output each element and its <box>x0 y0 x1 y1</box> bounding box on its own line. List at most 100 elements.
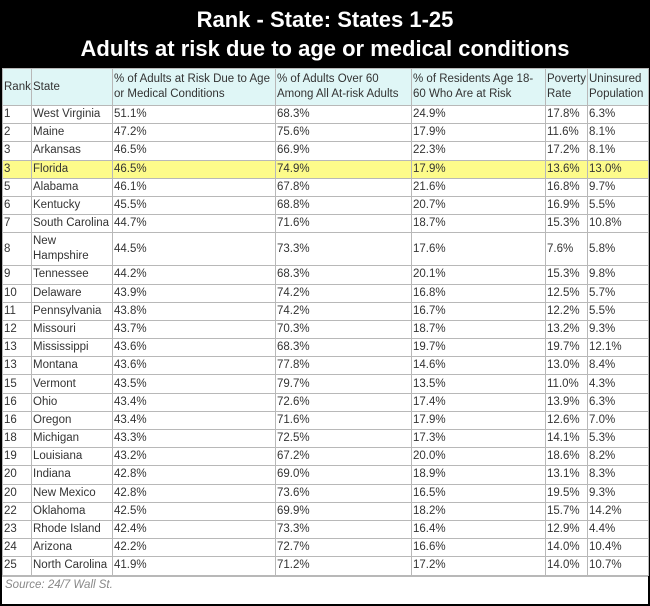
table-cell: 44.2% <box>112 265 276 285</box>
source-note: Source: 24/7 Wall St. <box>2 575 648 593</box>
column-header: Rank <box>2 68 32 106</box>
table-cell: 10.4% <box>587 538 649 558</box>
table-cell: 42.2% <box>112 538 276 558</box>
table-cell: Delaware <box>31 283 113 303</box>
title-line: Rank - State: States 1-25 <box>196 7 454 32</box>
table-row: 12 Missouri 43.7% 70.3% 18.7% 13.2% 9.3% <box>2 319 649 340</box>
table-cell: Mississippi <box>31 338 113 358</box>
table-cell: 43.4% <box>112 392 276 412</box>
table-cell: 20.7% <box>411 195 546 216</box>
table-cell: 72.5% <box>275 428 412 449</box>
table-cell: 14.0% <box>545 538 588 558</box>
table-cell: 13.1% <box>545 465 588 485</box>
table-cell: 20 <box>2 483 32 503</box>
table-cell: 15.3% <box>545 265 588 285</box>
table-cell: Alabama <box>31 177 113 197</box>
table-cell: 8.4% <box>587 356 649 376</box>
table-cell: 20.1% <box>411 265 546 285</box>
table-cell: 9.8% <box>587 265 649 285</box>
table-panel: Rank State% of Adults at Risk Due to Age … <box>2 68 649 604</box>
table-cell: 71.2% <box>275 556 412 576</box>
table-cell: New Mexico <box>31 483 113 503</box>
table-cell: North Carolina <box>31 556 113 576</box>
table-row: 20 Indiana 42.8% 69.0% 18.9% 13.1% 8.3% <box>2 465 649 485</box>
table-cell: 10.8% <box>587 214 649 234</box>
table-cell: 6.3% <box>587 104 649 125</box>
table-row: 23 Rhode Island 42.4% 73.3% 16.4% 12.9% 4.4% <box>2 519 649 540</box>
table-cell: Arkansas <box>31 141 113 161</box>
table-cell: 70.3% <box>275 319 412 340</box>
table-cell: 2 <box>2 123 32 143</box>
table-cell: 16.8% <box>545 177 588 197</box>
table-cell: 15.7% <box>545 501 588 521</box>
table-cell: 68.3% <box>275 338 412 358</box>
table-cell: 41.9% <box>112 556 276 576</box>
table-cell: 43.7% <box>112 319 276 340</box>
table-cell: 8.2% <box>587 447 649 467</box>
table-cell: 73.3% <box>275 519 412 540</box>
table-cell: 16 <box>2 410 32 431</box>
table-cell: 9.3% <box>587 483 649 503</box>
table-cell: 13.6% <box>545 159 588 179</box>
table-cell: 16.5% <box>411 483 546 503</box>
table-cell: 13.2% <box>545 319 588 340</box>
table-cell: 17.2% <box>545 141 588 161</box>
table-cell: 74.2% <box>275 283 412 303</box>
table-cell: 13.0% <box>587 159 649 179</box>
table-row: 19 Louisiana 43.2% 67.2% 20.0% 18.6% 8.2% <box>2 447 649 467</box>
table-cell: 68.3% <box>275 104 412 125</box>
table-cell: 43.6% <box>112 356 276 376</box>
table-cell: 73.6% <box>275 483 412 503</box>
table-cell: 18.6% <box>545 447 588 467</box>
table-cell: 75.6% <box>275 123 412 143</box>
table-cell: 73.3% <box>275 232 412 267</box>
table-cell: 46.5% <box>112 141 276 161</box>
table-cell: 3 <box>2 159 32 179</box>
table-cell: 6.3% <box>587 392 649 412</box>
table-cell: Indiana <box>31 465 113 485</box>
table-cell: 5.3% <box>587 428 649 449</box>
table-cell: 12 <box>2 319 32 340</box>
table-cell: 13 <box>2 356 32 376</box>
table-cell: 69.9% <box>275 501 412 521</box>
table-cell: 15 <box>2 374 32 394</box>
data-table: Rank State% of Adults at Risk Due to Age … <box>2 68 649 576</box>
table-cell: 13.9% <box>545 392 588 412</box>
table-cell: Maine <box>31 123 113 143</box>
table-cell: 42.8% <box>112 483 276 503</box>
table-cell: 5.7% <box>587 283 649 303</box>
table-cell: 20.0% <box>411 447 546 467</box>
table-cell: 13.0% <box>545 356 588 376</box>
table-cell: 24 <box>2 538 32 558</box>
table-cell: 9.7% <box>587 177 649 197</box>
table-cell: 16.6% <box>411 538 546 558</box>
table-cell: 1 <box>2 104 32 125</box>
table-cell: 43.3% <box>112 428 276 449</box>
table-cell: 16.7% <box>411 301 546 321</box>
table-cell: 67.2% <box>275 447 412 467</box>
table-cell: 7.0% <box>587 410 649 431</box>
table-cell: 43.4% <box>112 410 276 431</box>
table-cell: 23 <box>2 519 32 540</box>
table-cell: 42.8% <box>112 465 276 485</box>
table-cell: 44.5% <box>112 232 276 267</box>
table-cell: 11 <box>2 301 32 321</box>
table-cell: 46.5% <box>112 159 276 179</box>
table-cell: 69.0% <box>275 465 412 485</box>
table-row: 22 Oklahoma 42.5% 69.9% 18.2% 15.7% 14.2% <box>2 501 649 521</box>
table-cell: 6 <box>2 195 32 216</box>
table-row: 24 Arizona 42.2% 72.7% 16.6% 14.0% 10.4% <box>2 538 649 558</box>
table-cell: Vermont <box>31 374 113 394</box>
table-cell: 11.0% <box>545 374 588 394</box>
table-cell: 16.4% <box>411 519 546 540</box>
table-cell: West Virginia <box>31 104 113 125</box>
table-cell: 17.2% <box>411 556 546 576</box>
table-cell: 74.2% <box>275 301 412 321</box>
table-cell: 17.4% <box>411 392 546 412</box>
table-cell: 68.8% <box>275 195 412 216</box>
table-cell: New Hampshire <box>31 232 113 267</box>
table-cell: Michigan <box>31 428 113 449</box>
table-cell: 25 <box>2 556 32 576</box>
table-row: 11 Pennsylvania 43.8% 74.2% 16.7% 12.2% 5.5% <box>2 301 649 321</box>
